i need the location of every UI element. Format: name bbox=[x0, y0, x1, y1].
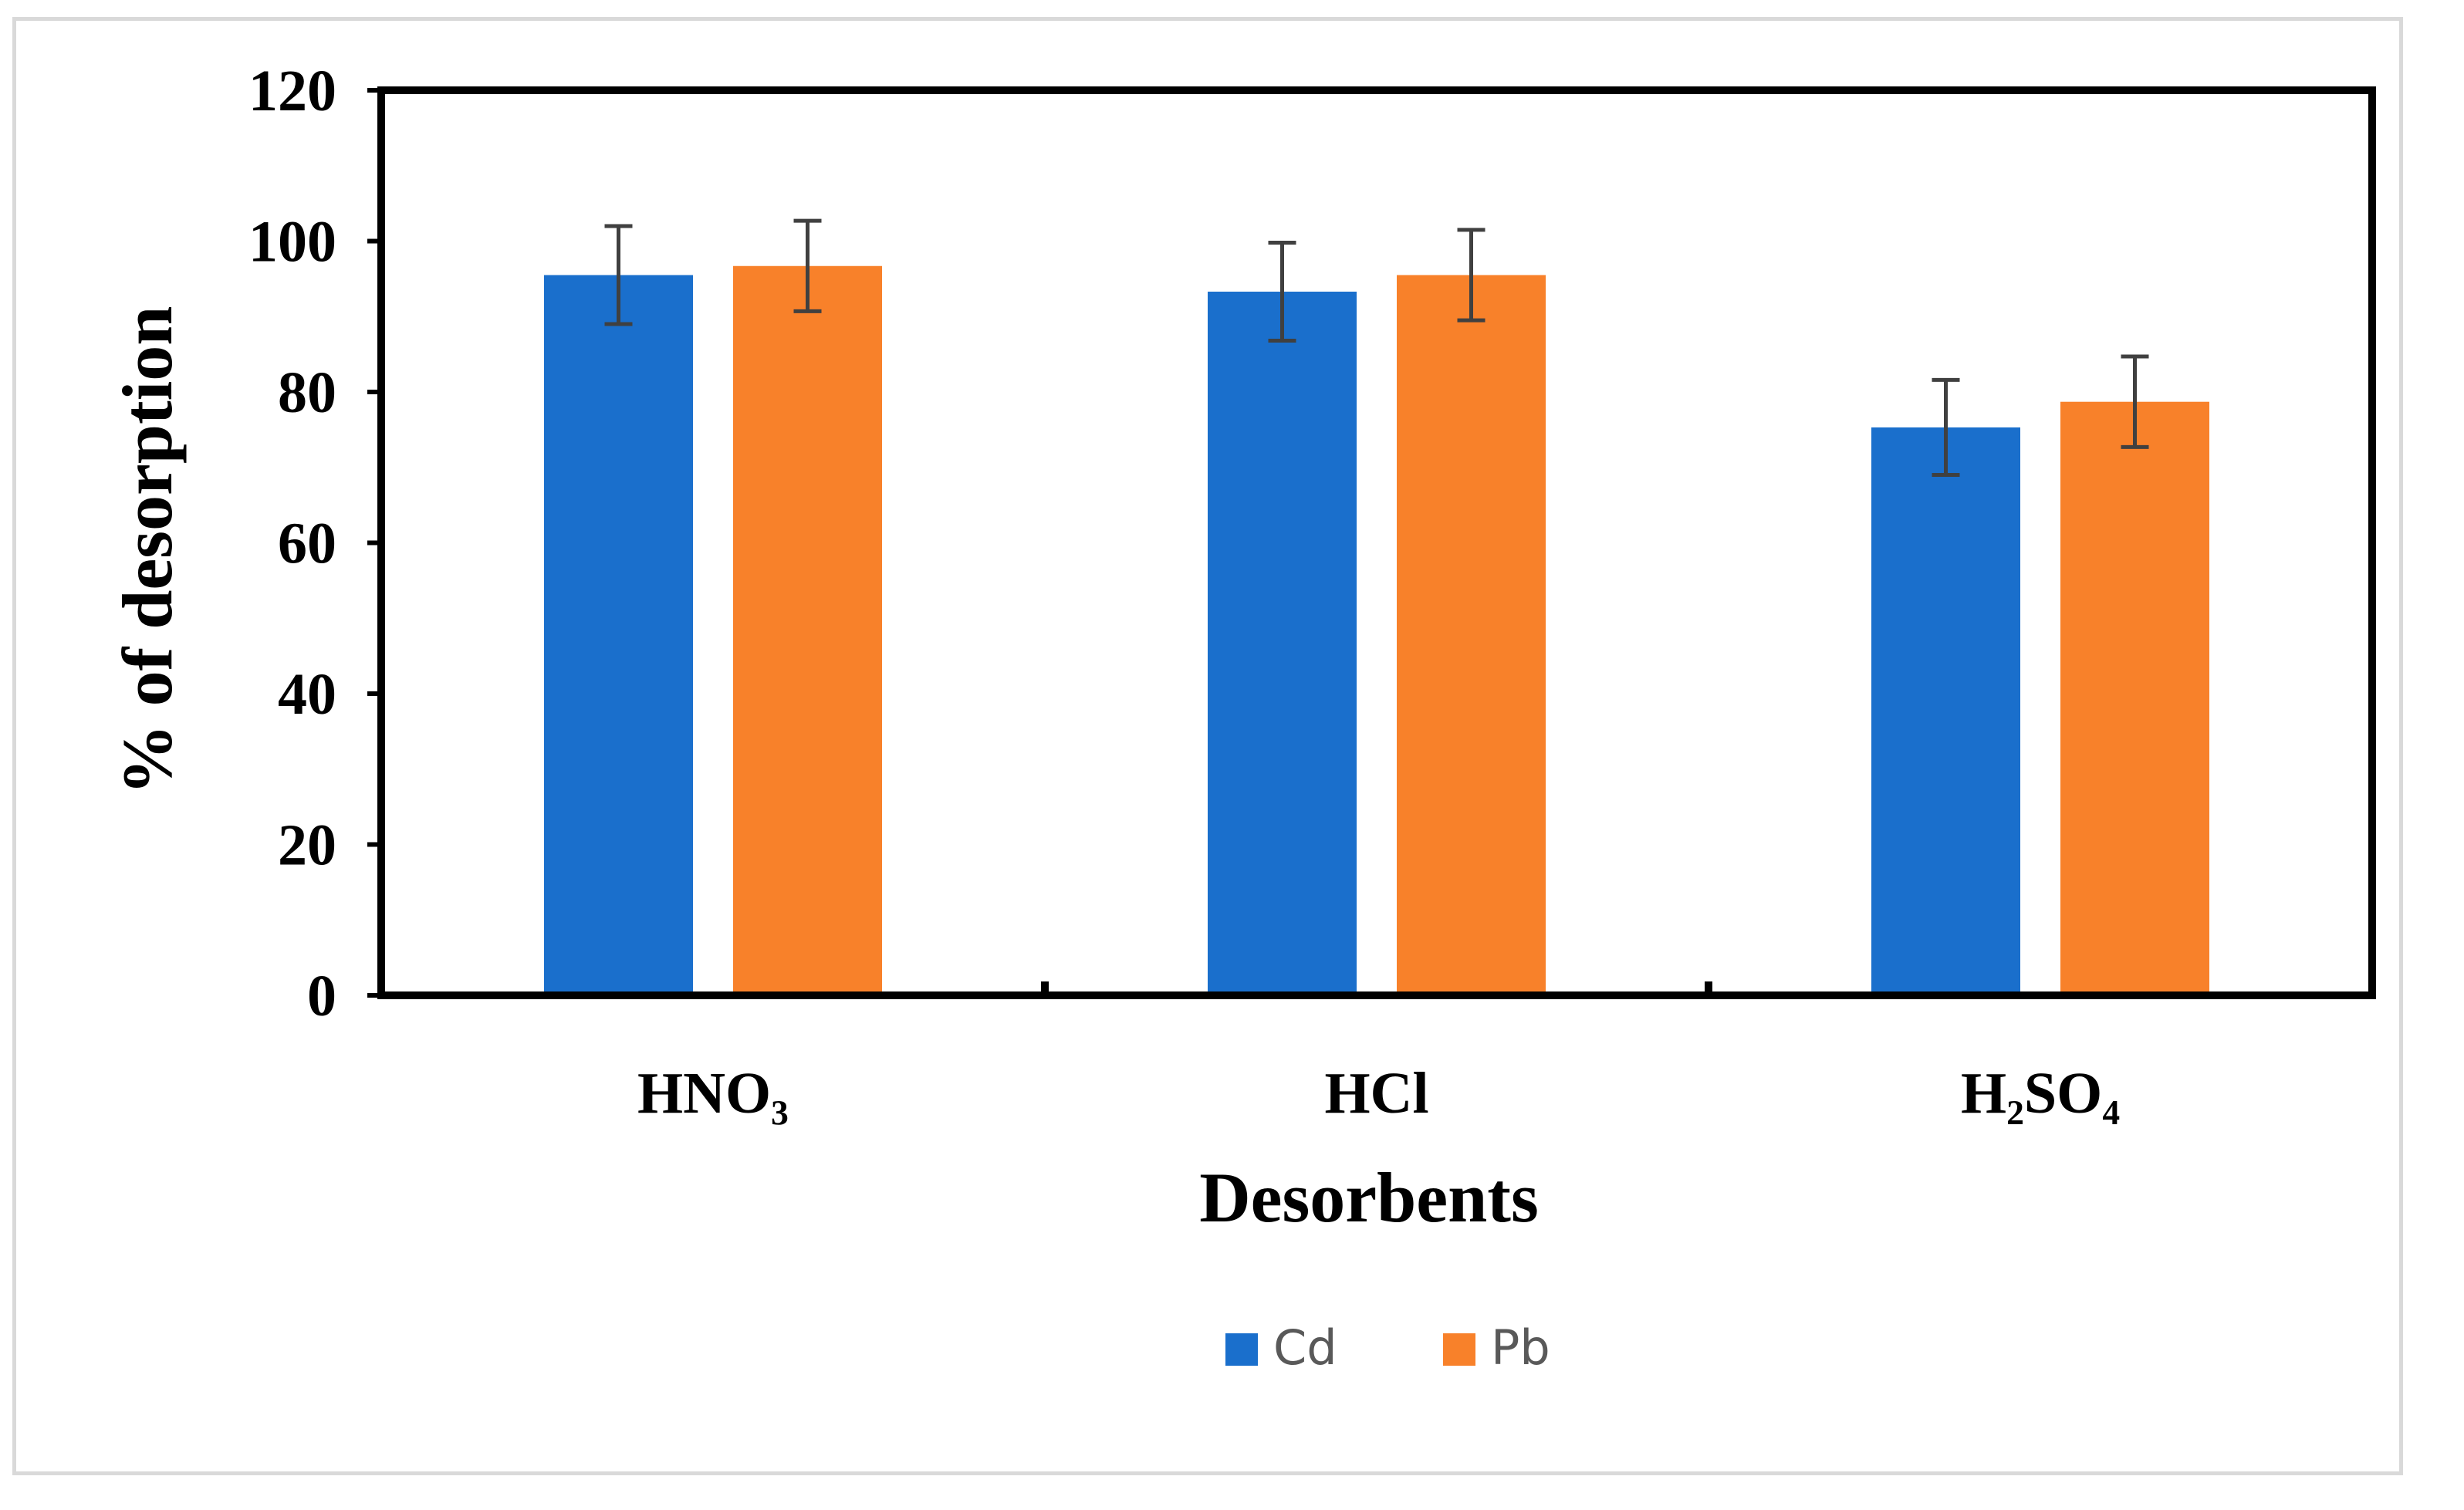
y-axis-ticks: 0 20 40 60 80 100 120 bbox=[248, 59, 381, 1029]
bars-layer bbox=[544, 265, 2209, 995]
x-tick-label: HNO₃ bbox=[637, 1061, 789, 1126]
y-tick-label: 40 bbox=[278, 662, 336, 727]
x-axis-ticks: HNO₃ HCl H₂SO₄ bbox=[637, 981, 2120, 1126]
y-tick-label: 0 bbox=[307, 964, 336, 1029]
legend-label-cd: Cd bbox=[1273, 1319, 1337, 1376]
y-tick-label: 20 bbox=[278, 813, 336, 878]
y-axis-title: % of desorption bbox=[108, 306, 187, 796]
x-tick-label: HCl bbox=[1324, 1061, 1428, 1126]
x-axis-title: Desorbents bbox=[1199, 1158, 1539, 1237]
legend-label-pb: Pb bbox=[1491, 1319, 1550, 1376]
legend-swatch-cd bbox=[1225, 1333, 1258, 1366]
legend-swatch-pb bbox=[1443, 1333, 1475, 1366]
bar-cd-1 bbox=[544, 275, 693, 995]
bar-cd-3 bbox=[1871, 427, 2020, 995]
bar-pb-2 bbox=[1397, 275, 1546, 995]
bar-cd-2 bbox=[1208, 291, 1357, 995]
legend: Cd Pb bbox=[1225, 1319, 1550, 1376]
bar-pb-1 bbox=[733, 265, 882, 995]
y-tick-label: 100 bbox=[248, 210, 336, 275]
y-tick-label: 80 bbox=[278, 360, 336, 425]
bar-pb-3 bbox=[2060, 401, 2209, 995]
x-tick-label: H₂SO₄ bbox=[1961, 1061, 2120, 1126]
y-tick-label: 60 bbox=[278, 512, 336, 576]
y-tick-label: 120 bbox=[248, 59, 336, 123]
error-bars-layer bbox=[604, 218, 2149, 478]
